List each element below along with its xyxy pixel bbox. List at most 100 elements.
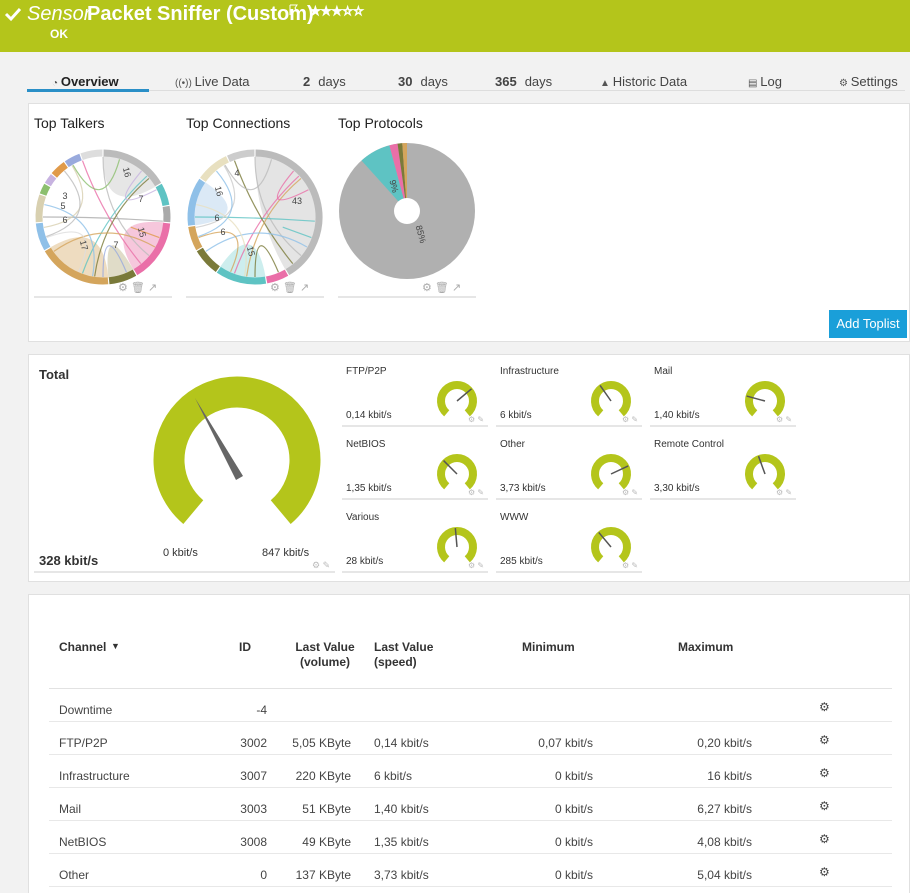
toplist-label: 3 bbox=[62, 191, 67, 201]
ring-segment bbox=[39, 183, 51, 196]
column-header[interactable]: Maximum bbox=[678, 640, 734, 654]
row-settings-icon[interactable]: ⚙ bbox=[819, 700, 830, 714]
column-header[interactable]: Channel bbox=[59, 640, 107, 654]
cell-id: 3008 bbox=[240, 835, 267, 849]
gauge-needle bbox=[610, 465, 629, 475]
toplists: Top Talkers 16 7 15 7 17 6 53 ⚙ 🗑 ↗ Top Connectio… bbox=[34, 115, 476, 298]
gauge-value: 1,40 kbit/s bbox=[654, 410, 700, 421]
gauge-tools[interactable]: ⚙ ✎ bbox=[468, 561, 484, 570]
chord-line bbox=[53, 232, 156, 252]
chord-line bbox=[196, 203, 247, 277]
gauge-tools[interactable]: ⚙ ✎ bbox=[468, 415, 484, 424]
column-header[interactable]: Minimum bbox=[522, 640, 575, 654]
chord-line bbox=[94, 177, 150, 277]
cell-channel: NetBIOS bbox=[59, 835, 107, 849]
table-rule bbox=[49, 688, 892, 689]
ring-segment bbox=[187, 178, 206, 226]
gauge-name: Other bbox=[500, 439, 526, 450]
row-settings-icon[interactable]: ⚙ bbox=[819, 733, 830, 747]
pie-slice bbox=[389, 143, 407, 211]
tab[interactable]: 2 days bbox=[303, 74, 346, 89]
ring-segment bbox=[51, 162, 68, 178]
chord-line bbox=[102, 245, 127, 278]
tab[interactable]: ((•)) Live Data bbox=[175, 74, 250, 89]
tab-number: 2 bbox=[303, 74, 311, 89]
column-header[interactable]: ID bbox=[239, 640, 251, 654]
active-tab-underline bbox=[27, 89, 149, 92]
cell-max: 5,04 kbit/s bbox=[697, 868, 752, 882]
toplist-label: 7 bbox=[113, 240, 118, 250]
cell-volume: 51 KByte bbox=[302, 802, 351, 816]
chord bbox=[194, 182, 228, 226]
chord-line bbox=[72, 159, 121, 191]
toplist-title: Top Protocols bbox=[338, 115, 423, 131]
gauge-name: NetBIOS bbox=[346, 439, 386, 450]
tab[interactable]: ▤ Log bbox=[748, 74, 782, 89]
tab-label: Historic Data bbox=[612, 74, 688, 89]
tab-label: days bbox=[524, 74, 553, 89]
gauge-needle bbox=[456, 388, 473, 402]
toplist-label: 4 bbox=[234, 168, 239, 178]
toplist-label: 16 bbox=[121, 166, 133, 178]
toplist-tools[interactable]: ⚙ 🗑 ↗ bbox=[422, 281, 461, 294]
column-header[interactable]: Last Value (volume) bbox=[295, 640, 355, 669]
table-rule bbox=[49, 820, 892, 821]
tab-number: 30 bbox=[398, 74, 413, 89]
tab-label: Settings bbox=[850, 74, 898, 89]
gauge-tools[interactable]: ⚙ ✎ bbox=[312, 560, 330, 570]
cell-channel: Mail bbox=[59, 802, 82, 816]
cell-id: 3007 bbox=[240, 769, 267, 783]
row-settings-icon[interactable]: ⚙ bbox=[819, 865, 830, 879]
toplist-label: 15 bbox=[245, 245, 257, 257]
ring-segment bbox=[103, 149, 162, 187]
cell-volume: 49 KByte bbox=[302, 835, 351, 849]
gauge-tools[interactable]: ⚙ ✎ bbox=[468, 488, 484, 497]
toplist-tools[interactable]: ⚙ 🗑 ↗ bbox=[118, 281, 157, 294]
chord-line bbox=[254, 245, 279, 278]
table-rule bbox=[49, 886, 892, 887]
cell-min: 0 kbit/s bbox=[554, 868, 593, 882]
tab[interactable]: ⚙ Settings bbox=[839, 74, 898, 89]
total-max: 847 kbit/s bbox=[262, 547, 310, 559]
chord-line bbox=[198, 170, 233, 238]
tab[interactable]: ◔ Overview bbox=[52, 74, 119, 89]
tab[interactable]: 365 days bbox=[495, 74, 552, 89]
title-prefix: Sensor bbox=[27, 3, 91, 25]
cell-channel: Other bbox=[59, 868, 90, 882]
toplist-label: 17 bbox=[78, 239, 90, 251]
tab-separator bbox=[27, 90, 905, 91]
gauge-tools[interactable]: ⚙ ✎ bbox=[776, 415, 792, 424]
column-header[interactable]: Last Value (speed) bbox=[374, 640, 434, 669]
gauge-name: FTP/P2P bbox=[346, 366, 387, 377]
row-settings-icon[interactable]: ⚙ bbox=[819, 832, 830, 846]
gauge-needle bbox=[746, 395, 766, 402]
tab[interactable]: ▲ Historic Data bbox=[600, 74, 687, 89]
toplist-tools[interactable]: ⚙ 🗑 ↗ bbox=[270, 281, 309, 294]
ring-segment bbox=[265, 269, 289, 284]
ring-segment bbox=[64, 153, 82, 168]
chord-line bbox=[42, 216, 163, 222]
cell-id: 0 bbox=[260, 868, 267, 882]
gauge-tools[interactable]: ⚙ ✎ bbox=[622, 488, 638, 497]
pie-hole bbox=[394, 198, 420, 224]
row-settings-icon[interactable]: ⚙ bbox=[819, 799, 830, 813]
tab[interactable]: 30 days bbox=[398, 74, 448, 89]
gauge-tools[interactable]: ⚙ ✎ bbox=[622, 415, 638, 424]
ring-segment bbox=[35, 194, 47, 223]
gauge-value: 3,30 kbit/s bbox=[654, 483, 700, 494]
gauge-name: WWW bbox=[500, 512, 529, 523]
cell-max: 4,08 kbit/s bbox=[697, 835, 752, 849]
gauge-tools[interactable]: ⚙ ✎ bbox=[622, 561, 638, 570]
gauge-value: 6 kbit/s bbox=[500, 410, 532, 421]
cell-min: 0,07 kbit/s bbox=[538, 736, 593, 750]
row-settings-icon[interactable]: ⚙ bbox=[819, 766, 830, 780]
cell-id: 3002 bbox=[240, 736, 267, 750]
gauge-value: 0,14 kbit/s bbox=[346, 410, 392, 421]
gauge-tools[interactable]: ⚙ ✎ bbox=[776, 488, 792, 497]
tab-icon: ((•)) bbox=[175, 78, 195, 89]
table-rule bbox=[49, 721, 892, 722]
ring-segment bbox=[108, 269, 137, 285]
flag-and-stars[interactable]: ★★★☆☆ bbox=[288, 4, 372, 18]
add-toplist-button[interactable]: Add Toplist bbox=[829, 310, 907, 338]
